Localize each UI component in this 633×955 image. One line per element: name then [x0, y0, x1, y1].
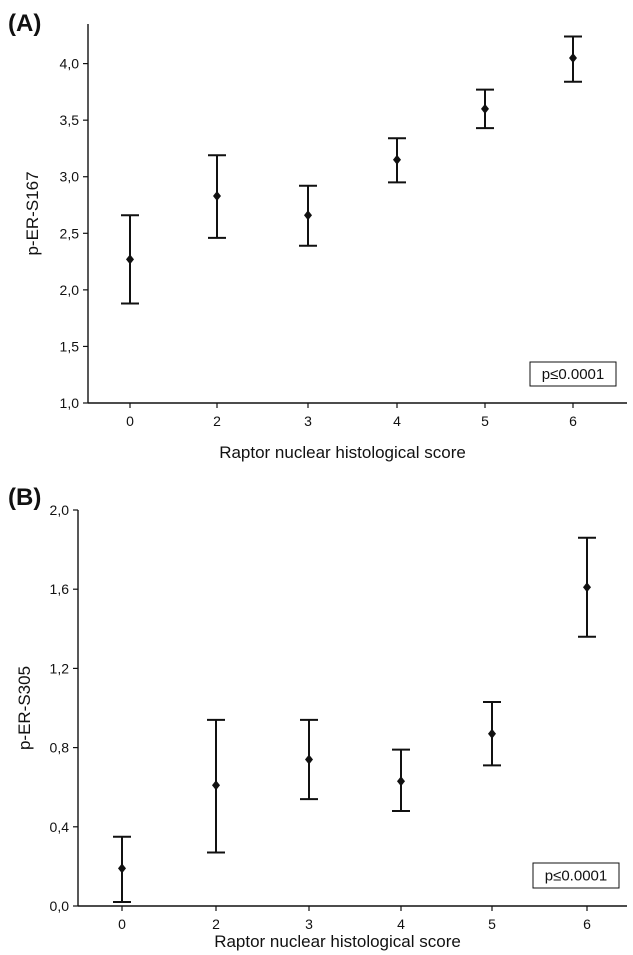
- x-tick-label: 4: [393, 413, 401, 429]
- mean-marker: [583, 582, 591, 593]
- x-tick-label: 6: [583, 916, 591, 932]
- y-tick-label: 2,0: [60, 282, 80, 298]
- y-tick-label: 2,5: [60, 225, 80, 241]
- x-tick-label: 2: [213, 413, 221, 429]
- x-tick-label: 2: [212, 916, 220, 932]
- chart-panel-a: (A) 1,0 1,5 2,0 2,5 3,0 3,5 4,0 0 2 3 4 5 6 Raptor nu…: [0, 0, 633, 470]
- y-tick-label: 2,0: [50, 502, 70, 518]
- mean-marker: [126, 254, 134, 265]
- x-tick-label: 5: [481, 413, 489, 429]
- mean-marker: [393, 154, 401, 165]
- y-tick-label: 3,0: [60, 169, 80, 185]
- mean-marker: [397, 776, 405, 787]
- y-tick-label: 1,5: [60, 338, 80, 354]
- mean-marker: [304, 210, 312, 221]
- x-tick-label: 0: [126, 413, 134, 429]
- y-tick-label: 1,0: [60, 395, 80, 411]
- x-tick-label: 6: [569, 413, 577, 429]
- panel-letter: (B): [8, 484, 42, 511]
- x-tick-label: 5: [488, 916, 496, 932]
- mean-marker: [305, 754, 313, 765]
- mean-marker: [488, 728, 496, 739]
- y-tick-label: 0,0: [50, 898, 70, 914]
- y-axis-title: p-ER-S305: [15, 666, 34, 750]
- mean-marker: [569, 52, 577, 63]
- chart-b-svg: 0,0 0,4 0,8 1,2 1,6 2,0 0 2 3 4 5 6 Raptor nuclear h…: [15, 502, 627, 951]
- pvalue-label: p≤0.0001: [545, 868, 607, 885]
- y-tick-label: 0,8: [50, 740, 70, 756]
- x-tick-label: 3: [304, 413, 312, 429]
- x-tick-label: 3: [305, 916, 313, 932]
- x-tick-label: 4: [397, 916, 405, 932]
- mean-marker: [481, 103, 489, 114]
- pvalue-label: p≤0.0001: [542, 366, 604, 383]
- y-tick-label: 1,2: [50, 660, 70, 676]
- y-tick-label: 3,5: [60, 112, 80, 128]
- pvalue-box: [532, 862, 620, 889]
- y-tick-label: 1,6: [50, 581, 70, 597]
- y-axis-title: p-ER-S167: [23, 171, 42, 255]
- panel-letter: (A): [8, 10, 42, 37]
- x-tick-label: 0: [118, 916, 126, 932]
- chart-panel-b: (B) 0,0 0,4 0,8 1,2 1,6 2,0 0 2 3 4 5 6 Raptor nucle…: [0, 478, 633, 955]
- y-tick-label: 4,0: [60, 56, 80, 72]
- mean-marker: [213, 190, 221, 201]
- chart-a-svg: 1,0 1,5 2,0 2,5 3,0 3,5 4,0 0 2 3 4 5 6 Raptor nuclea…: [23, 24, 627, 462]
- x-axis-title: Raptor nuclear histological score: [219, 443, 466, 462]
- mean-marker: [212, 780, 220, 791]
- y-tick-label: 0,4: [50, 819, 70, 835]
- pvalue-box: [529, 361, 617, 387]
- mean-marker: [118, 863, 126, 874]
- x-axis-title: Raptor nuclear histological score: [214, 932, 461, 951]
